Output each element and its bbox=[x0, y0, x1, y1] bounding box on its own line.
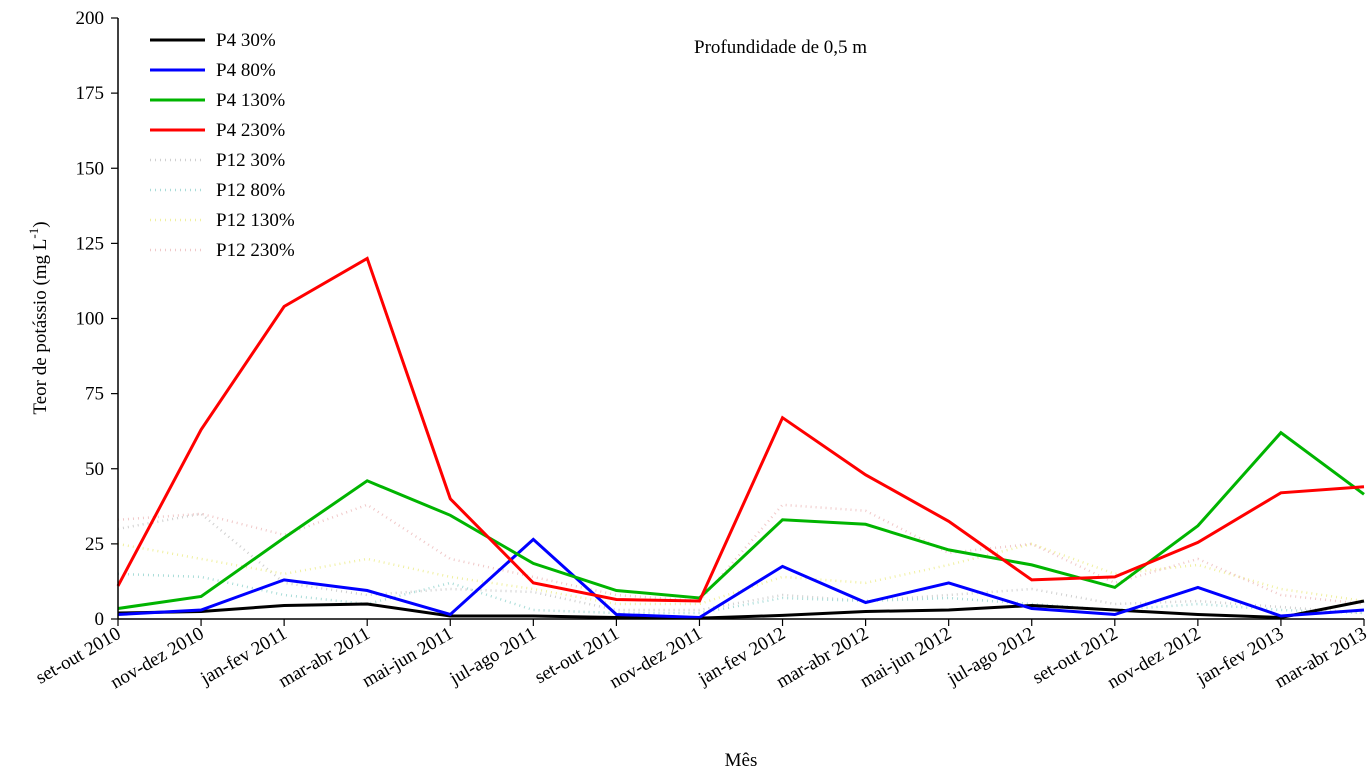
y-tick-label: 125 bbox=[76, 233, 105, 254]
x-tick-label: mar-abr 2011 bbox=[275, 623, 374, 692]
series-line-p12-230 bbox=[117, 503, 1365, 606]
x-tick-label: mar-abr 2013 bbox=[1271, 623, 1370, 692]
legend-label: P4 130% bbox=[216, 90, 285, 111]
series-line-p4-130 bbox=[117, 430, 1365, 610]
x-tick-label: jul-ago 2012 bbox=[943, 623, 1038, 690]
x-tick-label: mai-jun 2012 bbox=[856, 623, 955, 692]
series-layer bbox=[116, 256, 1365, 620]
depth-annotation: Profundidade de 0,5 m bbox=[694, 37, 867, 58]
legend-label: P12 230% bbox=[216, 240, 295, 261]
series-line-p4-230 bbox=[116, 256, 1365, 603]
legend-label: P4 80% bbox=[216, 60, 276, 81]
y-tick-label: 150 bbox=[76, 158, 105, 179]
legend-label: P12 130% bbox=[216, 210, 295, 231]
y-tick-label: 200 bbox=[76, 8, 105, 29]
legend-label: P12 80% bbox=[216, 180, 285, 201]
x-tick-label: jan-fev 2013 bbox=[1192, 623, 1287, 690]
x-tick-label: mai-jun 2011 bbox=[359, 623, 457, 692]
y-tick-label: 75 bbox=[85, 384, 104, 405]
y-axis-title-close: ) bbox=[30, 221, 51, 227]
series-line-p4-80 bbox=[117, 537, 1365, 620]
legend: P4 30% P4 80% P4 130% P4 230% P12 30% P12 80%… bbox=[150, 30, 295, 261]
x-axis-title: Mês bbox=[725, 750, 758, 771]
legend-label: P12 30% bbox=[216, 150, 285, 171]
y-ticks: 0 25 50 75 100 125 150 175 200 bbox=[76, 8, 118, 630]
axes-layer bbox=[117, 18, 1364, 620]
x-tick-label: nov-dez 2010 bbox=[107, 623, 208, 693]
y-axis-title-sup: -1 bbox=[26, 228, 41, 239]
x-tick-label: mar-abr 2012 bbox=[773, 623, 872, 692]
legend-label: P4 230% bbox=[216, 120, 285, 141]
y-tick-label: 100 bbox=[76, 309, 105, 330]
y-axis-title: Teor de potássio (mg L-1) bbox=[26, 221, 51, 414]
y-tick-label: 50 bbox=[85, 459, 104, 480]
y-tick-label: 0 bbox=[95, 609, 105, 630]
series-line-p4-30 bbox=[117, 599, 1365, 620]
legend-label: P4 30% bbox=[216, 30, 276, 51]
x-tick-label: nov-dez 2012 bbox=[1104, 623, 1205, 693]
x-tick-label: nov-dez 2011 bbox=[606, 623, 706, 693]
x-tick-label: jan-fev 2011 bbox=[196, 623, 290, 690]
x-tick-label: jul-ago 2011 bbox=[445, 623, 539, 690]
y-tick-label: 25 bbox=[85, 534, 104, 555]
y-tick-label: 175 bbox=[76, 83, 105, 104]
x-tick-label: jan-fev 2012 bbox=[694, 623, 789, 690]
y-axis-title-main: Teor de potássio (mg L bbox=[30, 239, 51, 415]
